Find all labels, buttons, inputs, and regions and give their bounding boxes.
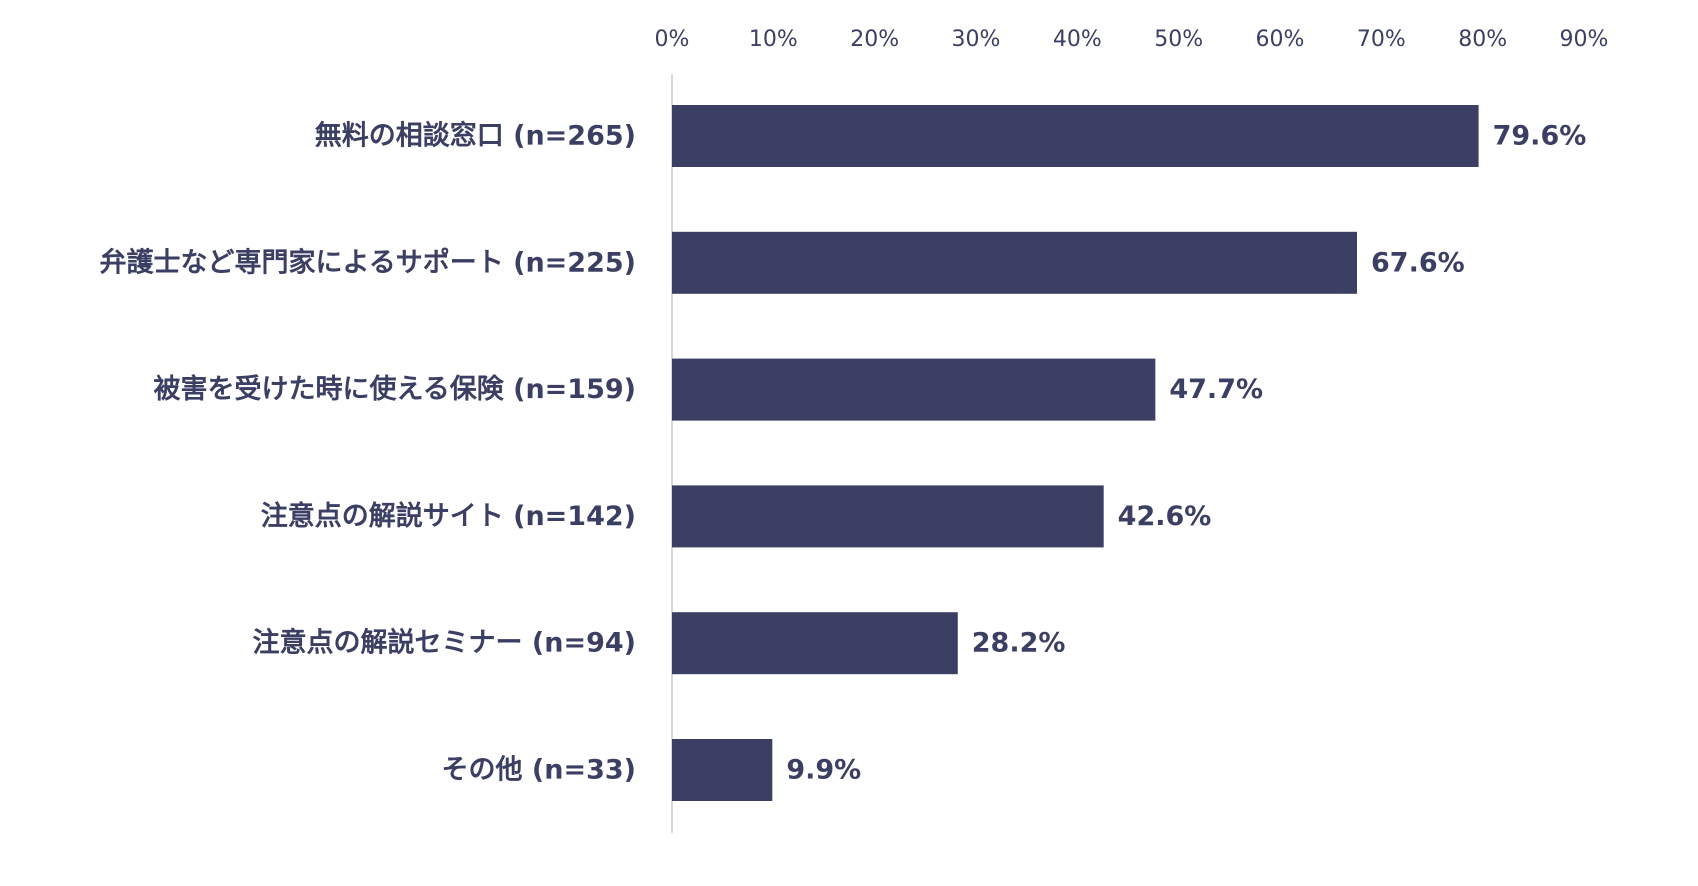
bar xyxy=(672,739,773,801)
value-label: 47.7% xyxy=(1169,374,1263,405)
bar xyxy=(672,485,1104,548)
bar xyxy=(672,612,958,675)
value-label: 28.2% xyxy=(972,628,1066,659)
value-labels: 79.6% 67.6% 47.7% 42.6% 28.2% 9.9% xyxy=(786,121,1586,786)
x-tick-label: 90% xyxy=(1560,27,1609,52)
value-label: 9.9% xyxy=(786,755,861,786)
x-tick-label: 0% xyxy=(655,27,690,52)
value-label: 42.6% xyxy=(1118,501,1212,532)
value-label: 67.6% xyxy=(1371,247,1465,278)
category-label: その他 (n=33) xyxy=(442,755,637,786)
x-tick-label: 20% xyxy=(850,27,899,52)
x-tick-label: 80% xyxy=(1458,27,1507,52)
x-tick-label: 50% xyxy=(1154,27,1203,52)
category-label: 被害を受けた時に使える保険 (n=159) xyxy=(154,373,636,405)
category-label: 注意点の解説サイト (n=142) xyxy=(261,500,636,532)
value-label: 79.6% xyxy=(1493,121,1587,152)
x-tick-label: 10% xyxy=(749,27,798,52)
x-tick-label: 60% xyxy=(1256,27,1305,52)
bar xyxy=(672,231,1358,294)
x-tick-label: 30% xyxy=(952,27,1001,52)
x-tick-label: 40% xyxy=(1053,27,1102,52)
bars xyxy=(672,105,1479,801)
category-label: 注意点の解説セミナー (n=94) xyxy=(253,627,637,659)
x-tick-label: 70% xyxy=(1357,27,1406,52)
x-axis-ticks: 0% 10% 20% 30% 40% 50% 60% 70% 80% 90% xyxy=(655,27,1609,52)
category-label: 無料の相談窓口 (n=265) xyxy=(315,120,636,152)
bar xyxy=(672,358,1156,421)
category-labels: 無料の相談窓口 (n=265) 弁護士など専門家によるサポート (n=225) 被害… xyxy=(100,120,636,786)
category-label: 弁護士など専門家によるサポート (n=225) xyxy=(100,246,636,278)
bar xyxy=(672,105,1479,167)
